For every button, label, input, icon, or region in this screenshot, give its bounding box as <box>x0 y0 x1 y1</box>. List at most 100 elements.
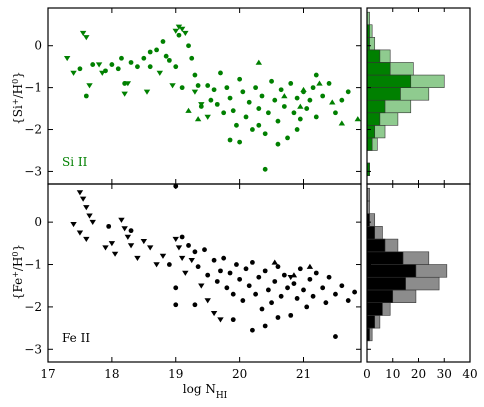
data-point-detection <box>106 223 112 229</box>
data-point-detection <box>234 262 239 267</box>
data-point-lower-limit <box>354 116 362 122</box>
data-point-upper-limit <box>79 196 87 202</box>
data-point-detection <box>246 99 252 105</box>
data-point-detection <box>326 274 332 280</box>
data-point-upper-limit <box>178 26 186 32</box>
data-point-detection <box>237 276 243 282</box>
data-point-upper-limit <box>217 317 224 323</box>
data-point-detection <box>256 122 262 128</box>
si-ylabel-sup2: 0 <box>11 79 20 84</box>
data-point-detection <box>77 66 83 72</box>
data-point-detection <box>304 304 310 310</box>
x-axis-label-main: log N <box>183 382 216 396</box>
data-point-upper-limit <box>86 213 93 219</box>
fe-y-axis-label: {Fe+/H0} <box>11 244 26 300</box>
data-point-detection <box>288 81 294 86</box>
hist-bar-detected <box>366 226 376 240</box>
data-point-detection <box>240 89 246 95</box>
data-point-detection <box>333 291 338 297</box>
y-tick-label: −2 <box>24 123 42 137</box>
data-point-detection <box>227 137 233 143</box>
data-point-upper-limit <box>204 114 211 120</box>
hist-bar-detected <box>366 251 404 265</box>
data-point-upper-limit <box>134 255 141 262</box>
data-point-detection <box>297 266 303 272</box>
panel-fe-ii: −3 −2 −1 0 <box>24 183 471 363</box>
fe-ylabel-end: } <box>11 244 25 252</box>
data-point-detection <box>313 72 319 78</box>
data-point-lower-limit <box>255 59 262 65</box>
y-tick-label: 0 <box>34 39 42 53</box>
data-point-detection <box>345 89 351 95</box>
data-point-detection <box>275 315 281 320</box>
data-point-detection <box>304 106 310 111</box>
data-point-upper-limit <box>121 91 128 97</box>
data-point-lower-limit <box>300 86 307 92</box>
data-point-detection <box>208 97 214 103</box>
data-point-detection <box>265 110 271 116</box>
hist-x-tick-label: 10 <box>385 367 400 381</box>
data-point-upper-limit <box>86 83 93 89</box>
data-point-upper-limit <box>70 70 77 76</box>
data-point-detection <box>135 64 140 70</box>
data-point-detection <box>166 57 172 63</box>
data-point-detection <box>339 97 345 103</box>
data-point-detection <box>278 293 284 299</box>
data-point-upper-limit <box>76 230 84 236</box>
panel-si-ii: −3 −2 −1 0 <box>24 7 471 185</box>
data-point-detection <box>265 287 271 293</box>
data-point-detection <box>163 53 169 59</box>
data-point-detection <box>288 312 294 318</box>
data-point-lower-limit <box>297 103 304 109</box>
hist-bar-detected <box>366 74 412 88</box>
data-point-lower-limit <box>338 120 346 126</box>
data-point-upper-limit <box>124 81 132 87</box>
data-point-upper-limit <box>111 251 119 257</box>
data-point-detection <box>205 83 211 88</box>
data-point-detection <box>291 110 297 116</box>
data-point-detection <box>141 55 147 61</box>
main-axes-frame <box>47 7 362 185</box>
data-point-detection <box>301 287 306 293</box>
data-point-detection <box>345 298 351 303</box>
data-point-detection <box>333 110 338 116</box>
data-point-detection <box>192 249 198 255</box>
si-y-axis-label: {Si+/H0} <box>11 71 26 125</box>
data-point-upper-limit <box>156 70 163 76</box>
data-point-lower-limit <box>316 80 323 86</box>
data-point-detection <box>115 66 121 72</box>
data-point-upper-limit <box>172 236 179 242</box>
data-point-detection <box>176 32 182 38</box>
data-point-detection <box>147 64 153 70</box>
fe-ylabel-sup2: 0 <box>11 251 20 256</box>
data-point-detection <box>262 131 268 137</box>
x-tick-label: 20 <box>232 367 247 381</box>
hist-bar-detected <box>366 87 401 101</box>
hist-bar-detected <box>366 62 391 76</box>
si-ylabel-mid: /H <box>11 84 25 99</box>
data-point-detection <box>320 285 326 291</box>
data-point-detection <box>166 262 172 267</box>
data-point-detection <box>224 285 230 291</box>
x-tick-label: 17 <box>40 367 55 381</box>
data-point-detection <box>272 97 278 103</box>
hist-x-tick-label: 40 <box>462 367 477 381</box>
x-tick-label: 21 <box>296 367 311 381</box>
data-point-detection <box>262 323 268 329</box>
data-point-detection <box>214 101 220 107</box>
data-point-detection <box>205 272 211 278</box>
hist-bar-detected <box>366 99 386 114</box>
data-point-detection <box>221 255 227 261</box>
data-point-detection <box>256 106 262 111</box>
hist-bar-detected <box>366 238 386 253</box>
data-point-upper-limit <box>210 311 218 317</box>
hist-bar-detected <box>366 112 381 126</box>
data-point-lower-limit <box>281 93 288 99</box>
data-point-lower-limit <box>329 99 336 105</box>
data-point-upper-limit <box>79 30 87 37</box>
data-point-detection <box>211 257 217 263</box>
data-point-detection <box>179 234 185 240</box>
x-tick-label: 19 <box>168 367 183 381</box>
fe-panel-label: Fe II <box>62 331 90 345</box>
data-point-upper-limit <box>63 56 71 62</box>
